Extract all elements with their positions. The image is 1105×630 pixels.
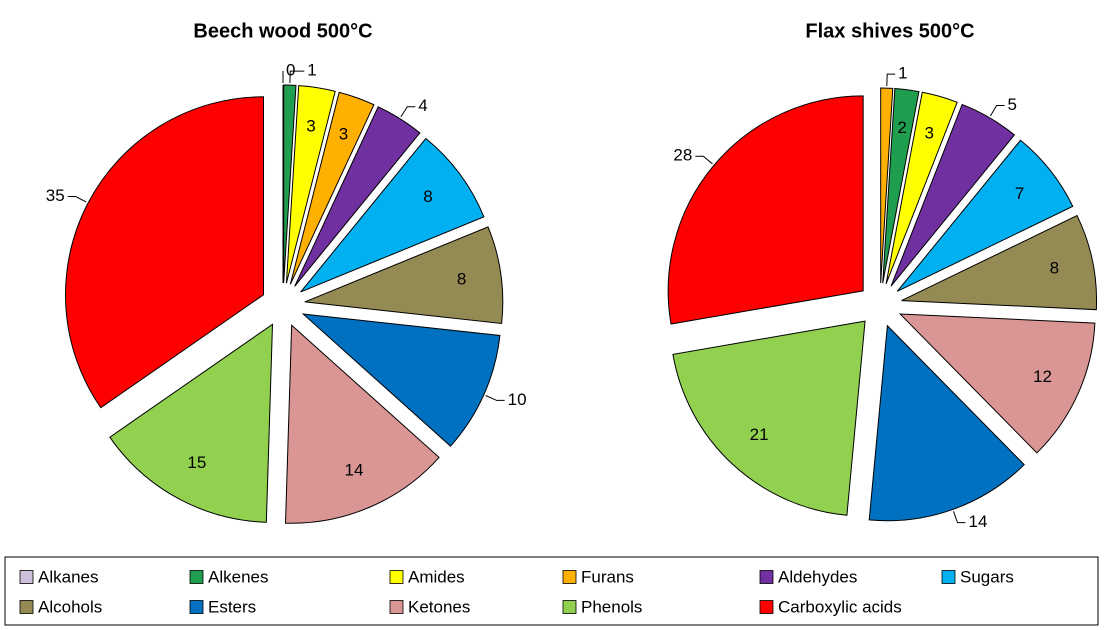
leader-line bbox=[695, 155, 713, 165]
data-label: 28 bbox=[673, 146, 692, 165]
legend-swatch bbox=[189, 600, 204, 614]
pie-slice bbox=[109, 323, 274, 523]
pie-slice bbox=[285, 85, 336, 284]
data-label: 1 bbox=[307, 61, 316, 80]
leader-line bbox=[485, 395, 505, 401]
pie-slice bbox=[65, 96, 265, 409]
legend-swatch bbox=[562, 570, 577, 584]
legend-box bbox=[4, 556, 1099, 626]
legend-label: Carboxylic acids bbox=[778, 597, 902, 616]
leader-line bbox=[400, 106, 416, 118]
leader-line bbox=[990, 105, 1005, 117]
data-label: 8 bbox=[1050, 259, 1059, 278]
chart-title: Beech wood 500°C bbox=[193, 20, 372, 42]
data-label: 10 bbox=[508, 390, 527, 409]
legend-label: Esters bbox=[208, 597, 256, 616]
data-label: 7 bbox=[1015, 184, 1024, 203]
pie-slice bbox=[301, 313, 501, 447]
data-label: 15 bbox=[187, 453, 206, 472]
pie-slice bbox=[289, 91, 375, 285]
data-label: 35 bbox=[46, 186, 65, 205]
data-label: 3 bbox=[924, 123, 933, 142]
legend-swatch bbox=[19, 600, 34, 614]
pie-slice bbox=[283, 84, 297, 284]
data-label: 2 bbox=[897, 118, 906, 137]
legend-swatch bbox=[941, 570, 956, 584]
pie-slice bbox=[294, 106, 421, 287]
data-label: 4 bbox=[418, 96, 427, 115]
pie-slice bbox=[898, 313, 1096, 454]
pie-slice bbox=[880, 87, 894, 284]
legend-label: Phenols bbox=[581, 597, 642, 616]
chart-title: Flax shives 500°C bbox=[805, 20, 974, 42]
leader-line bbox=[289, 70, 305, 84]
legend-label: Alkenes bbox=[208, 567, 268, 586]
data-label: 8 bbox=[423, 187, 432, 206]
data-label: 14 bbox=[345, 460, 364, 479]
data-label: 1 bbox=[898, 64, 907, 83]
legend-swatch bbox=[189, 570, 204, 584]
legend-label: Furans bbox=[581, 567, 634, 586]
pie-slice bbox=[901, 214, 1098, 311]
legend-swatch bbox=[389, 570, 404, 584]
pie-slice bbox=[284, 324, 440, 524]
pie-slice bbox=[882, 88, 920, 284]
data-label: 8 bbox=[457, 269, 466, 288]
data-label: 3 bbox=[306, 116, 315, 135]
data-label: 5 bbox=[1008, 95, 1017, 114]
legend-label: Alkanes bbox=[38, 567, 98, 586]
legend-swatch bbox=[759, 600, 774, 614]
data-label: 21 bbox=[750, 425, 769, 444]
pie-slice bbox=[667, 95, 864, 325]
legend-swatch bbox=[19, 570, 34, 584]
pie-slice bbox=[304, 226, 504, 324]
pie-slice bbox=[672, 320, 866, 516]
data-label: 12 bbox=[1033, 367, 1052, 386]
leader-line bbox=[886, 73, 896, 87]
pie-slice bbox=[890, 103, 1016, 287]
data-label: 3 bbox=[339, 125, 348, 144]
pie-slice bbox=[885, 91, 958, 285]
pie-slice bbox=[300, 137, 485, 293]
pie-slice bbox=[896, 139, 1074, 292]
legend-label: Alcohols bbox=[38, 597, 102, 616]
legend-label: Ketones bbox=[408, 597, 470, 616]
legend-swatch bbox=[389, 600, 404, 614]
leader-line bbox=[67, 196, 87, 203]
legend-label: Sugars bbox=[960, 567, 1014, 586]
leader-line bbox=[953, 511, 966, 524]
legend-label: Amides bbox=[408, 567, 465, 586]
pie-slice bbox=[868, 324, 1025, 522]
data-label: 0 bbox=[286, 60, 295, 79]
legend-swatch bbox=[562, 600, 577, 614]
legend-swatch bbox=[759, 570, 774, 584]
legend-label: Aldehydes bbox=[778, 567, 857, 586]
data-label: 14 bbox=[969, 512, 988, 531]
